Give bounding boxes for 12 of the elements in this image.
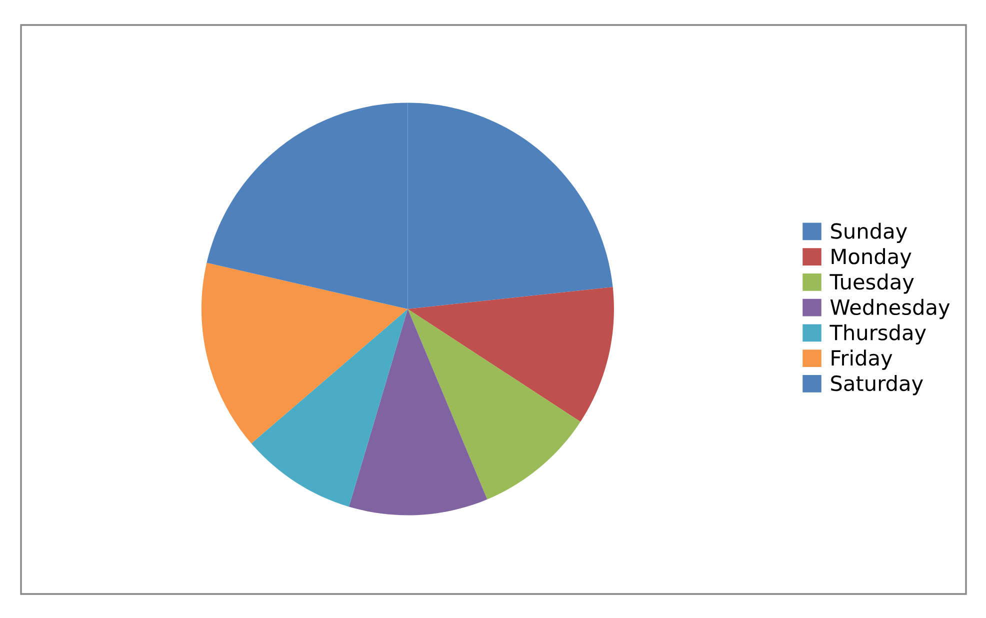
legend-label: Sunday (831, 222, 908, 243)
pie-slice (408, 287, 614, 422)
legend-label: Thursday (830, 324, 926, 344)
legend-label: Friday (832, 350, 892, 370)
pie-slice (251, 309, 408, 507)
legend-label: Wednesday (830, 298, 950, 320)
legend-label: Monday (832, 248, 912, 268)
legend-label: Tuesday (830, 274, 914, 294)
pie-slice (408, 309, 580, 500)
pie-slice (348, 309, 488, 516)
pie-slice (201, 262, 408, 444)
legend-label: Saturday (831, 375, 923, 396)
